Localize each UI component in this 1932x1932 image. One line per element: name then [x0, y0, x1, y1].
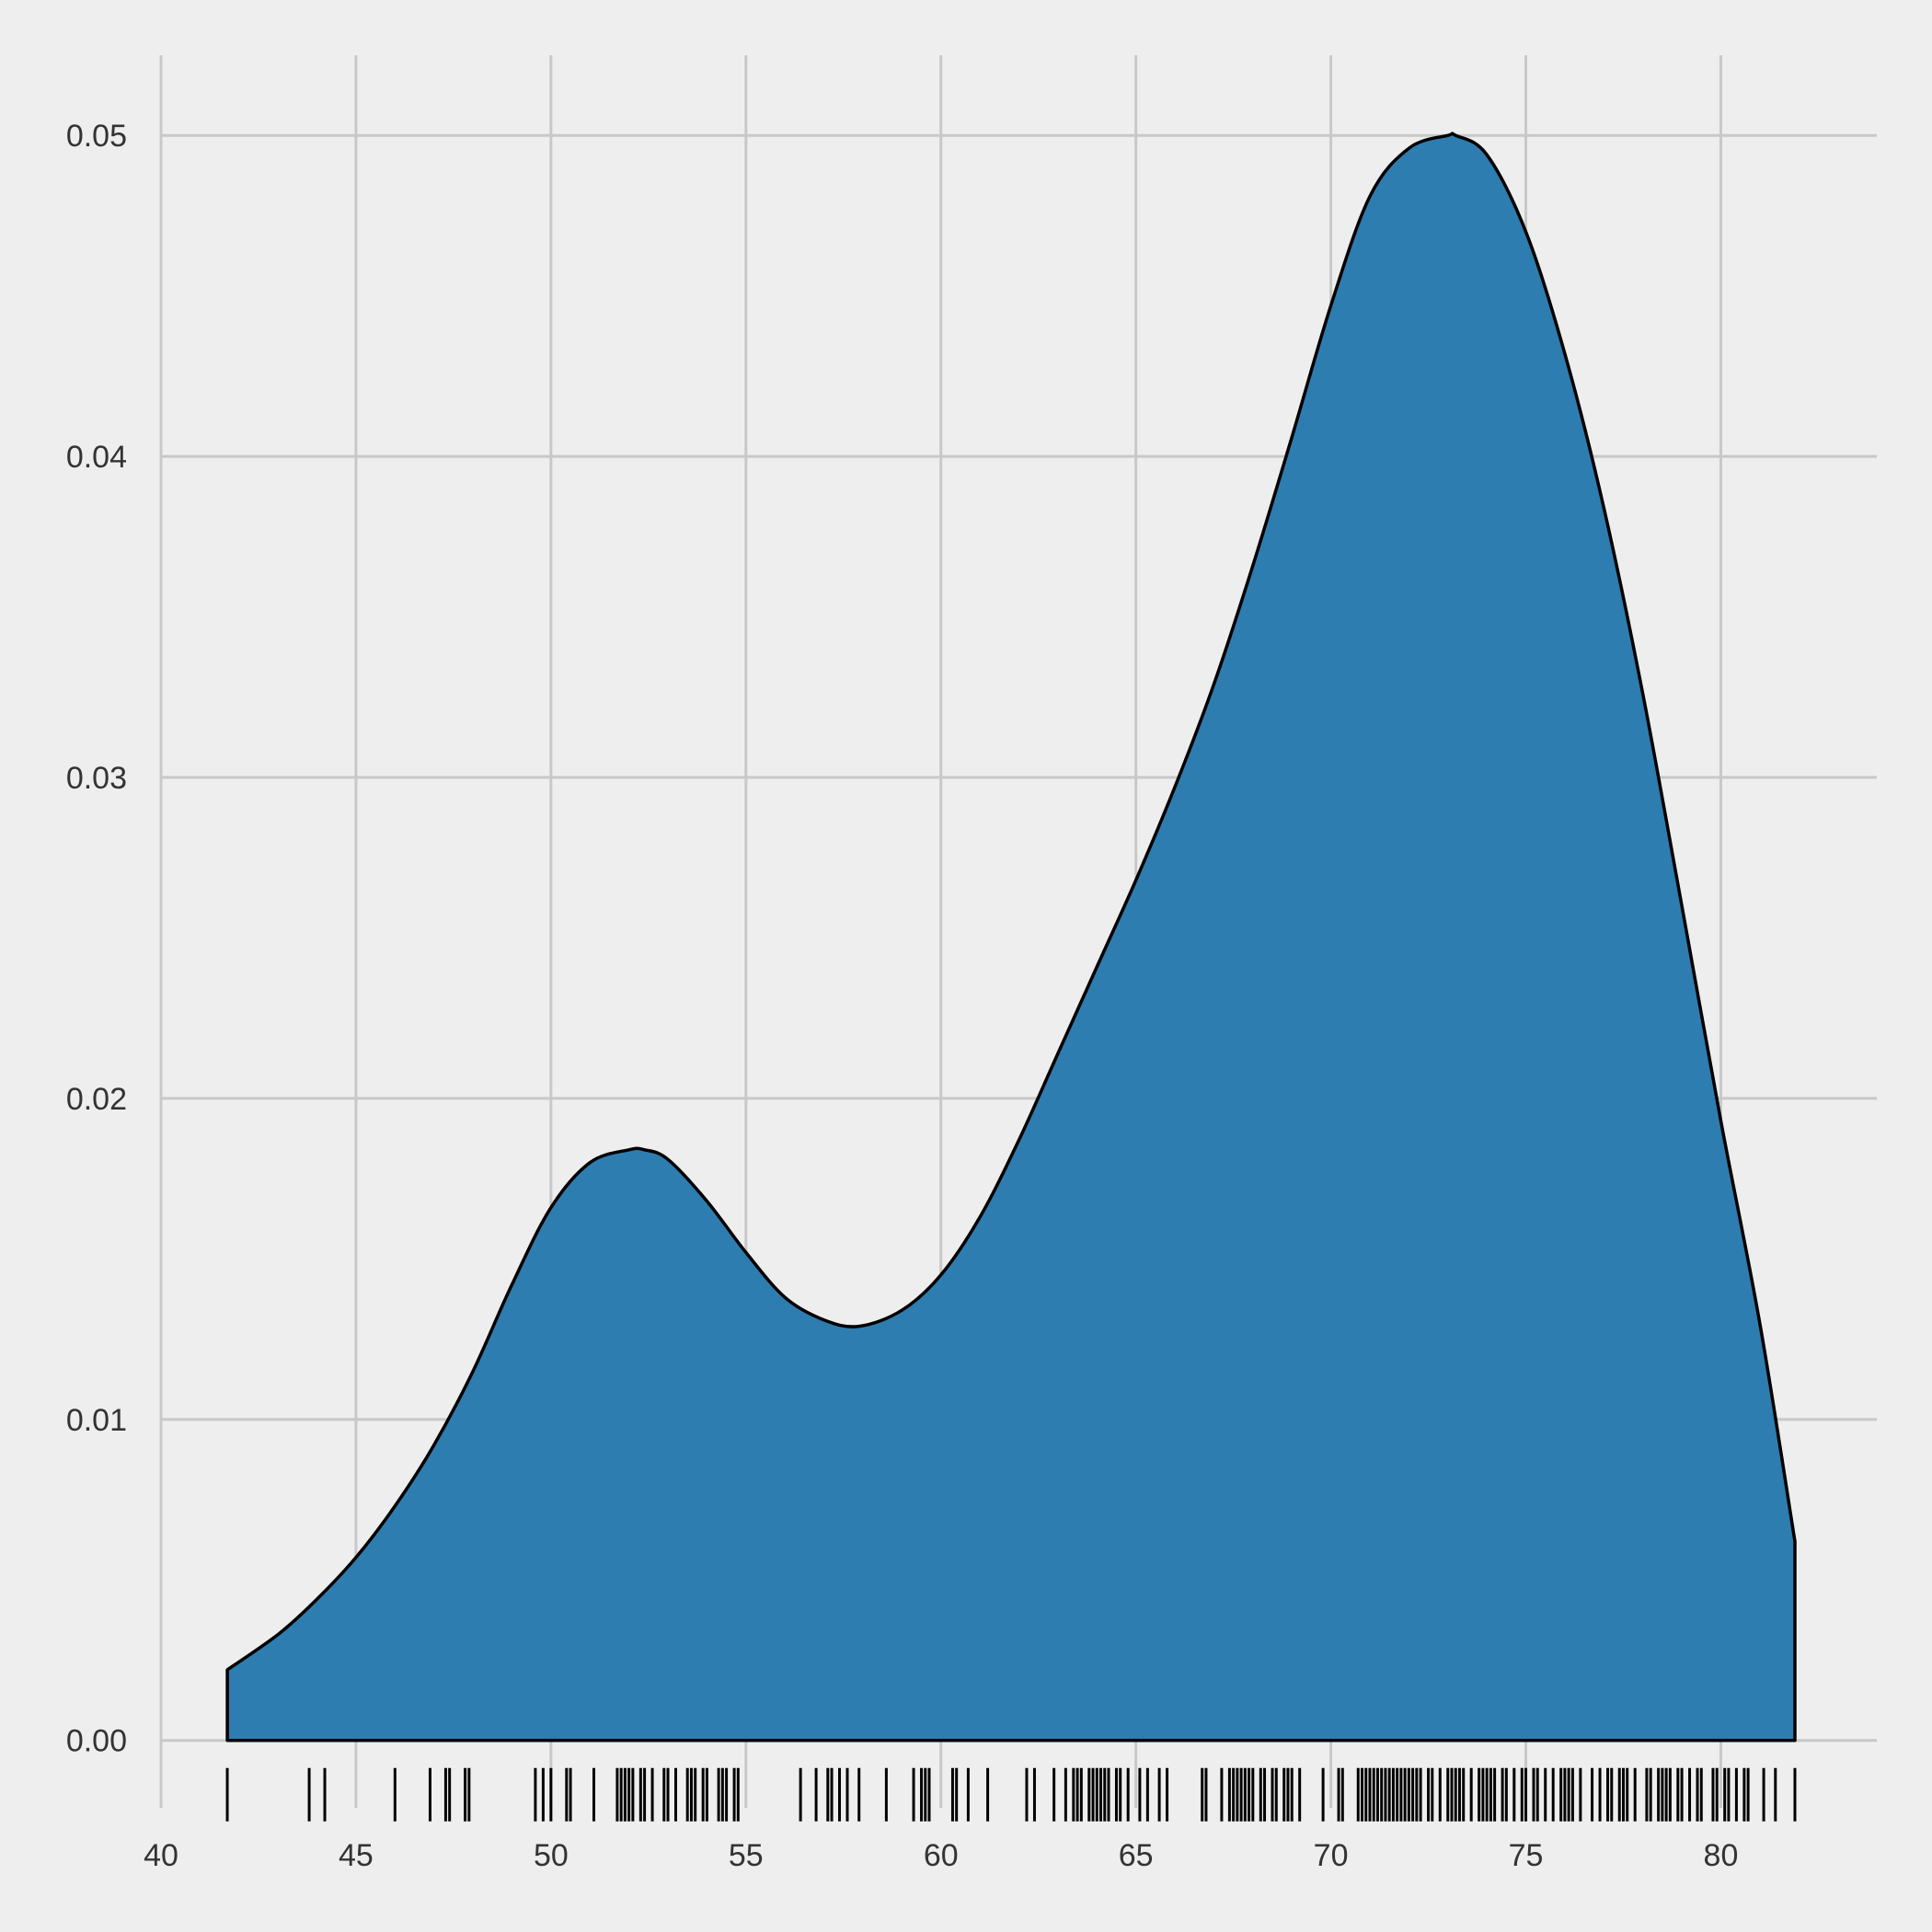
density-curve — [225, 132, 1797, 1742]
y-tick-label-1: 0.01 — [66, 1403, 127, 1438]
x-tick-label-7: 75 — [1509, 1838, 1544, 1873]
x-tick-label-3: 55 — [729, 1838, 764, 1873]
y-axis-tick-labels: 0.00 0.01 0.02 0.03 0.04 0.05 — [66, 119, 127, 1759]
x-tick-label-8: 80 — [1704, 1838, 1739, 1873]
x-tick-label-5: 65 — [1119, 1838, 1154, 1873]
x-tick-label-4: 60 — [924, 1838, 959, 1873]
y-tick-label-4: 0.04 — [66, 440, 127, 475]
y-tick-label-3: 0.03 — [66, 761, 127, 796]
x-axis-tick-labels: 40 45 50 55 60 65 70 75 80 — [144, 1838, 1738, 1873]
x-tick-label-6: 70 — [1314, 1838, 1349, 1873]
x-tick-label-0: 40 — [144, 1838, 178, 1873]
density-area — [225, 132, 1797, 1742]
rug-marks — [225, 1767, 1797, 1822]
x-tick-label-2: 50 — [534, 1838, 569, 1873]
y-tick-label-0: 0.00 — [66, 1724, 127, 1759]
y-tick-label-2: 0.02 — [66, 1082, 127, 1117]
y-tick-label-5: 0.05 — [66, 119, 127, 154]
x-tick-label-1: 45 — [339, 1838, 374, 1873]
